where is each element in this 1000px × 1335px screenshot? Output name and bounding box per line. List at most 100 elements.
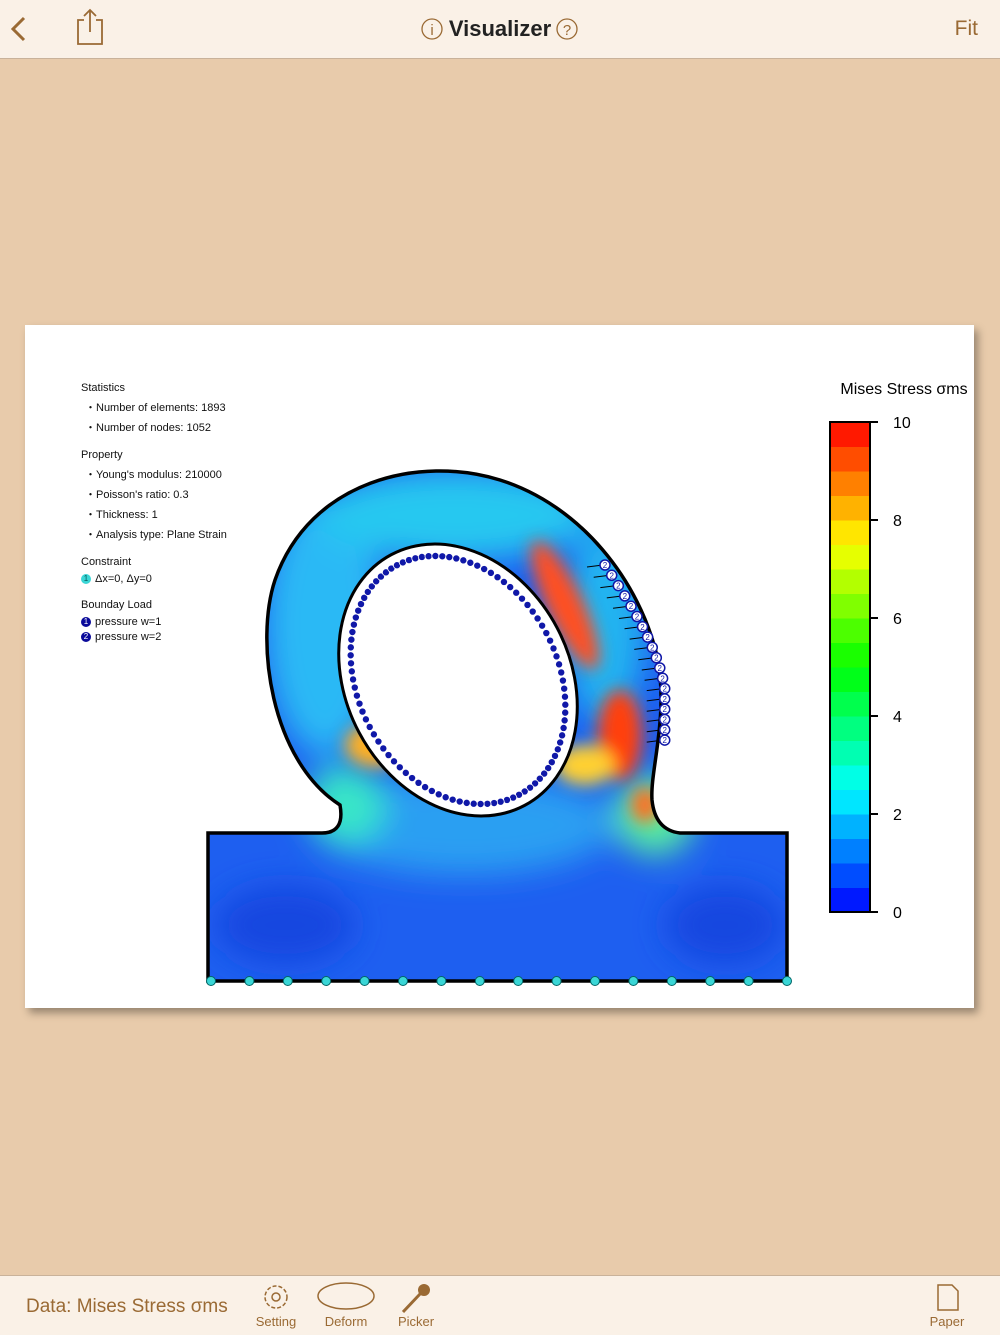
pressure-marker (466, 558, 475, 567)
colorbar-tick-label: 2 (893, 807, 902, 824)
colorbar-title: Mises Stress σms (840, 381, 967, 398)
colorbar-band (830, 569, 870, 594)
pressure-marker (361, 715, 370, 724)
pressure-marker (641, 631, 654, 643)
pressure-marker (427, 786, 436, 795)
info-item: Analysis type: Plane Strain (85, 526, 227, 542)
pressure-marker (381, 568, 390, 577)
contour (208, 470, 787, 981)
pressure-marker (369, 730, 378, 739)
pressure-marker (612, 579, 625, 592)
colorbar-band (830, 520, 870, 545)
data-label[interactable]: Data: Mises Stress σms (26, 1296, 228, 1317)
pressure-marker-label: 2 (640, 623, 645, 632)
pressure-marker (445, 553, 454, 562)
info-item: Young's modulus: 210000 (85, 466, 227, 482)
pressure-marker (346, 651, 355, 660)
pressure-marker (490, 799, 499, 808)
constraint-marker (513, 976, 524, 986)
colorbar: Mises Stress σms 0 2 4 6 8 10 (829, 381, 968, 922)
pressure-marker (625, 600, 637, 612)
legend-label: pressure w=1 (95, 616, 162, 628)
constraint-marker (590, 976, 600, 986)
pressure-marker (408, 774, 417, 783)
share-button[interactable] (77, 8, 103, 45)
picker-button[interactable]: Picker (397, 1314, 435, 1329)
pressure-marker (448, 795, 457, 804)
pressure-marker (636, 621, 649, 633)
pressure-marker-label: 2 (616, 582, 621, 591)
pressure-marker (512, 588, 521, 597)
pressure-marker (421, 783, 430, 792)
pressure-marker (486, 568, 495, 577)
hole-outline (337, 542, 579, 818)
pressure-marker (350, 683, 359, 692)
info-icon: i (430, 22, 433, 39)
legend-badge: 1 (81, 574, 91, 584)
pressure-marker (348, 628, 357, 637)
pressure-marker-label: 2 (663, 726, 668, 735)
pressure-marker (496, 797, 505, 806)
pressure-marker (349, 675, 358, 684)
colorbar-band (830, 642, 870, 668)
pressure-marker (455, 797, 464, 806)
pressure-marker (560, 684, 569, 693)
colorbar-band (830, 814, 870, 839)
colorbar-band (830, 863, 870, 888)
paper-button[interactable]: Paper (929, 1314, 965, 1329)
constraint-marker (359, 976, 370, 986)
pressure-marker (462, 798, 471, 807)
pressure-marker-label: 2 (663, 705, 668, 714)
constraint-marker (206, 976, 216, 986)
pressure-marker-label: 2 (660, 674, 665, 683)
pressure-marker-label: 2 (635, 613, 640, 622)
legend-label: Δx=0, Δy=0 (95, 573, 152, 585)
pressure-marker (538, 621, 547, 630)
help-button[interactable] (556, 18, 578, 40)
pressure-marker (560, 692, 569, 701)
fit-button[interactable]: Fit (954, 17, 978, 40)
toolbar: Data: Mises Stress σms Setting Deform Pi… (0, 1275, 1000, 1335)
colorbar-band (830, 544, 870, 570)
pressure-marker-label: 2 (603, 561, 608, 570)
setting-button[interactable]: Setting (255, 1314, 297, 1329)
pressure-marker (557, 668, 566, 677)
pressure-marker (352, 691, 361, 700)
pressure-marker (535, 774, 544, 783)
pressure-marker (561, 700, 570, 709)
info-button[interactable] (421, 18, 443, 40)
constraint-marker (551, 976, 562, 986)
setting-icon-center (271, 1292, 281, 1302)
pressure-marker (558, 731, 567, 740)
pressure-marker (549, 644, 558, 653)
colorbar-band (830, 667, 870, 692)
pressure-marker (469, 799, 478, 808)
colorbar-tick-label: 10 (893, 415, 911, 432)
pressure-marker (346, 643, 355, 652)
pressure-marker (544, 764, 553, 773)
pressure-marker-label: 2 (663, 685, 668, 694)
pressure-marker (658, 734, 671, 746)
pressure-marker-label: 2 (654, 654, 659, 663)
deform-button[interactable]: Deform (324, 1314, 368, 1329)
nav-title: Visualizer (448, 16, 552, 41)
pressure-marker (351, 613, 360, 622)
colorbar-band (830, 446, 870, 472)
info-panel: Statistics Number of elements: 1893 Number… (81, 382, 227, 646)
pressure-marker (376, 572, 385, 581)
colorbar-band (830, 765, 870, 790)
constraint-marker (474, 976, 485, 986)
legend-label: pressure w=2 (95, 631, 162, 643)
info-item: Number of elements: 1893 (85, 399, 227, 415)
pressure-marker-label: 2 (645, 633, 650, 642)
pressure-marker (356, 600, 365, 609)
pressure-marker-label: 2 (629, 602, 634, 611)
paper-icon (937, 1284, 959, 1311)
constraint-marker (436, 976, 447, 986)
deform-icon (317, 1282, 375, 1310)
pressure-marker (555, 660, 564, 669)
back-button[interactable] (10, 16, 26, 42)
pressure-marker (363, 587, 372, 596)
